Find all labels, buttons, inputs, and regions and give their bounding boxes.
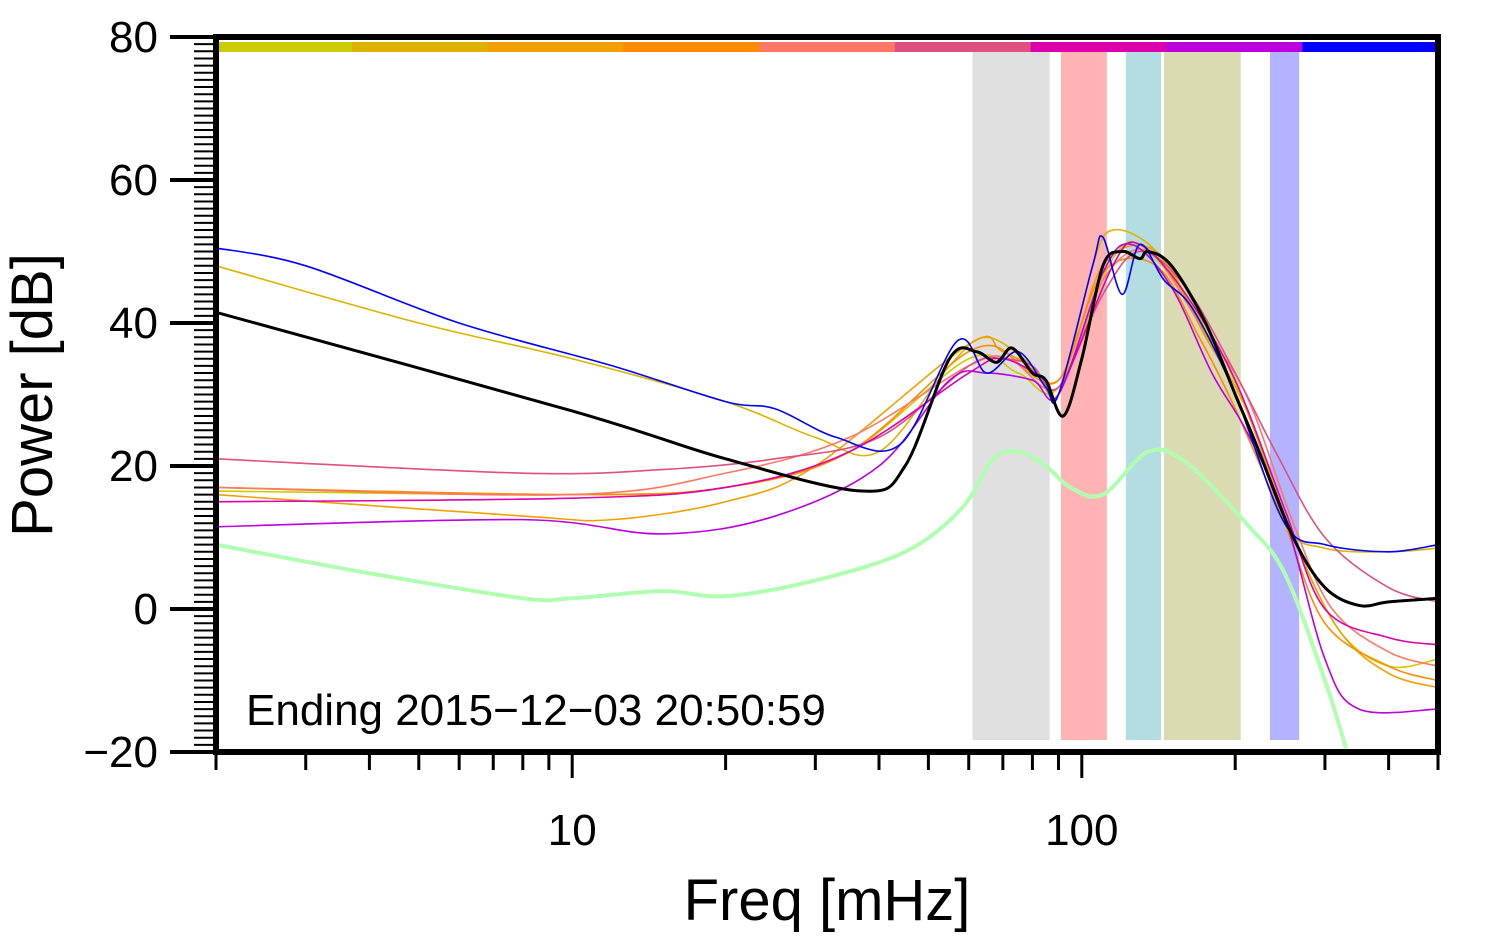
color-bar-segment (1302, 42, 1439, 52)
y-tick-label: 0 (134, 585, 158, 634)
color-bar-segment (894, 42, 1032, 52)
x-tick-label: 10 (548, 806, 597, 855)
plot-frame (213, 34, 1441, 755)
y-tick-label: 20 (109, 442, 158, 491)
x-tick-labels: 10 100 (548, 806, 1119, 855)
color-bar-segment (759, 42, 896, 52)
color-bar-segment (1030, 42, 1167, 52)
frequency-bands (972, 52, 1300, 740)
annotation-text: Ending 2015−12−03 20:50:59 (246, 686, 826, 735)
series-line (215, 243, 1439, 714)
y-tick-label: 40 (109, 299, 158, 348)
frequency-band (972, 52, 1050, 740)
frequency-band (1269, 52, 1300, 740)
y-tick-label: 80 (109, 13, 158, 62)
series-line (215, 235, 1439, 553)
series-line (215, 249, 1439, 608)
series-lines (215, 228, 1439, 750)
x-tick-label: 100 (1045, 806, 1118, 855)
color-bar-segment (623, 42, 760, 52)
series-line (215, 244, 1439, 689)
series-line (215, 447, 1348, 750)
color-bar-segment (216, 42, 353, 52)
y-tick-label: −20 (83, 728, 158, 777)
axis-ticks (170, 35, 1440, 778)
color-bar-segment (1166, 42, 1303, 52)
x-axis-label: Freq [mHz] (684, 868, 971, 933)
frequency-band (1060, 52, 1107, 740)
y-axis-label: Power [dB] (0, 253, 65, 537)
y-tick-label: 60 (109, 156, 158, 205)
series-line (215, 228, 1439, 553)
color-bar-segment (487, 42, 624, 52)
frequency-band (1164, 52, 1241, 740)
top-color-bar (216, 42, 1439, 52)
frequency-band (1125, 52, 1161, 740)
color-bar-segment (351, 42, 489, 52)
series-line (215, 257, 1439, 682)
y-tick-labels: −20 0 20 40 60 80 (83, 13, 158, 777)
